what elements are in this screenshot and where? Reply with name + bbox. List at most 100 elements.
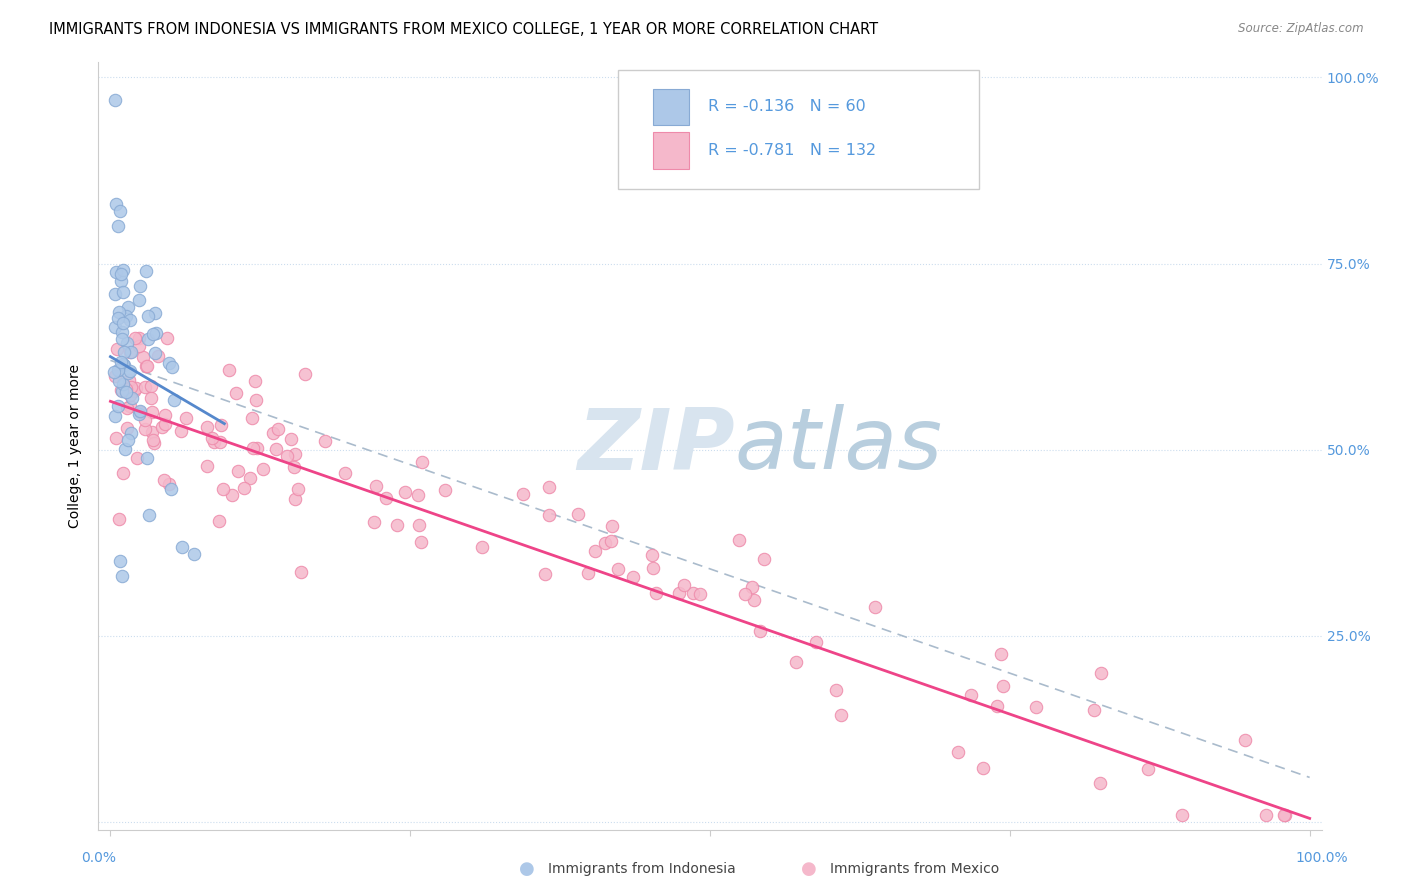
Point (145, 326, 167, 341)
Point (202, 434, 225, 449)
Point (960, 688, 983, 702)
Point (128, 293, 150, 308)
Point (1137, 762, 1160, 776)
Point (124, 331, 146, 345)
Point (201, 431, 224, 445)
Point (111, 263, 134, 277)
Point (156, 331, 179, 345)
Point (208, 515, 231, 529)
Bar (652, 132, 689, 169)
Text: IMMIGRANTS FROM INDONESIA VS IMMIGRANTS FROM MEXICO COLLEGE, 1 YEAR OR MORE CORR: IMMIGRANTS FROM INDONESIA VS IMMIGRANTS … (49, 22, 879, 37)
Point (593, 535, 616, 549)
Point (221, 488, 243, 502)
Point (153, 409, 176, 423)
Point (689, 587, 711, 601)
Point (948, 745, 970, 759)
Point (734, 587, 756, 601)
Point (127, 451, 149, 466)
Point (408, 518, 430, 533)
Point (142, 327, 165, 342)
Text: ●: ● (800, 860, 817, 878)
Point (153, 417, 176, 432)
Point (157, 356, 180, 370)
Point (107, 363, 129, 377)
Point (728, 533, 751, 547)
Point (107, 310, 129, 325)
Point (135, 264, 157, 278)
Bar (652, 88, 689, 126)
Point (160, 360, 183, 375)
Point (146, 349, 169, 363)
Point (134, 421, 156, 435)
Point (741, 580, 763, 594)
Point (157, 477, 180, 491)
Point (682, 585, 704, 599)
Point (120, 399, 142, 413)
Point (245, 392, 267, 407)
Point (112, 316, 135, 330)
Point (294, 367, 316, 381)
Text: Source: ZipAtlas.com: Source: ZipAtlas.com (1239, 22, 1364, 36)
Point (806, 635, 828, 649)
Point (785, 655, 807, 669)
Point (232, 481, 254, 495)
Text: Immigrants from Mexico: Immigrants from Mexico (830, 862, 998, 876)
Point (134, 359, 156, 374)
Point (576, 566, 599, 581)
Point (209, 418, 232, 433)
Point (111, 384, 134, 399)
Point (142, 433, 165, 447)
Point (104, 431, 127, 445)
Point (111, 285, 134, 299)
Point (411, 455, 433, 469)
Point (1025, 699, 1047, 714)
Point (262, 425, 284, 440)
Point (538, 480, 561, 494)
Point (284, 447, 307, 461)
Point (212, 482, 235, 496)
Point (1090, 776, 1112, 790)
Text: 0.0%: 0.0% (82, 851, 115, 865)
Point (243, 374, 266, 388)
Point (621, 570, 644, 584)
Text: 100.0%: 100.0% (1295, 851, 1348, 865)
Point (534, 566, 557, 581)
Point (363, 515, 385, 529)
Point (110, 274, 132, 288)
Point (120, 364, 142, 378)
Point (863, 600, 886, 615)
Point (112, 359, 135, 373)
Point (824, 683, 846, 698)
Point (134, 380, 156, 394)
Point (252, 462, 274, 476)
Point (138, 508, 160, 522)
Point (366, 479, 388, 493)
Point (129, 278, 152, 293)
Point (114, 382, 136, 396)
Point (110, 383, 132, 397)
Point (104, 93, 127, 107)
Text: ZIP: ZIP (576, 404, 734, 488)
Point (111, 357, 134, 371)
Point (276, 450, 298, 464)
Text: ●: ● (519, 860, 536, 878)
Point (567, 507, 589, 521)
Point (103, 366, 125, 380)
Point (120, 313, 142, 327)
Point (142, 436, 165, 450)
Point (136, 451, 159, 466)
Point (150, 420, 173, 434)
Point (600, 518, 623, 533)
Point (183, 547, 205, 561)
Point (1083, 703, 1105, 717)
Y-axis label: College, 1 year or more: College, 1 year or more (69, 364, 83, 528)
Point (107, 399, 129, 413)
Point (209, 435, 232, 450)
Point (1256, 807, 1278, 822)
Point (195, 419, 218, 434)
Point (141, 425, 163, 439)
Point (990, 647, 1012, 661)
Point (128, 405, 150, 419)
Point (226, 465, 249, 479)
Point (668, 586, 690, 600)
